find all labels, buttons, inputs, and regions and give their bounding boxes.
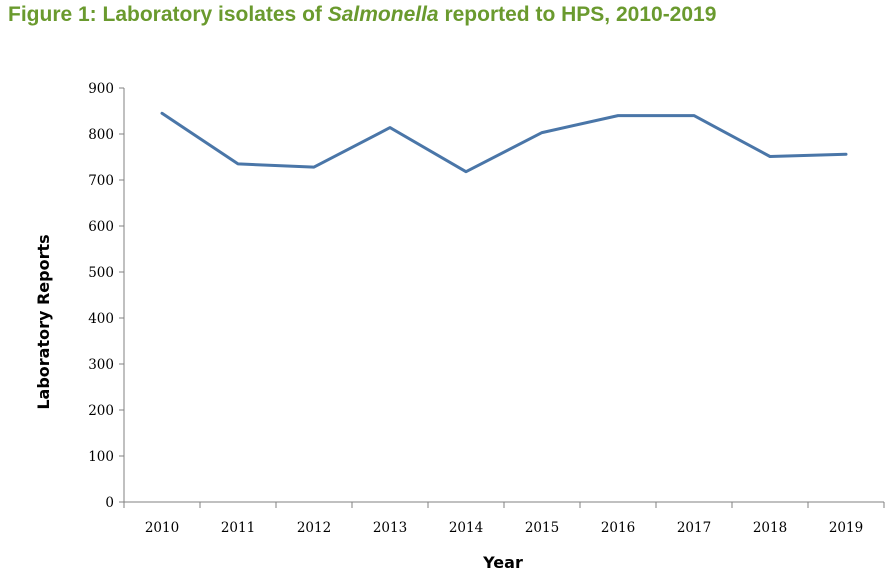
y-tick-label: 400 <box>88 311 114 327</box>
x-tick-label: 2015 <box>525 520 559 536</box>
y-tick-label: 900 <box>88 81 114 97</box>
y-tick-label: 100 <box>88 449 114 465</box>
x-tick-label: 2013 <box>373 520 407 536</box>
y-tick-label: 800 <box>88 127 114 143</box>
figure-title-italic: Salmonella <box>327 3 439 26</box>
x-tick-label: 2018 <box>753 520 787 536</box>
x-tick-label: 2017 <box>677 520 711 536</box>
x-axis: 2010 2011 2012 2013 2014 2015 2016 2017 2018 2019 <box>123 501 885 536</box>
series <box>160 111 848 174</box>
x-tick-label: 2016 <box>601 520 635 536</box>
y-tick-label: 300 <box>88 357 114 373</box>
y-axis: 0 100 200 300 400 500 600 700 800 900 <box>88 81 125 511</box>
y-tick-label: 600 <box>88 219 114 235</box>
y-tick-label: 200 <box>88 403 114 419</box>
x-tick-label: 2011 <box>221 520 255 536</box>
x-axis-title: Year <box>482 553 523 572</box>
x-tick-label: 2010 <box>145 520 179 536</box>
y-axis-title: Laboratory Reports <box>34 234 53 409</box>
series-line <box>160 111 848 174</box>
x-tick-label: 2019 <box>829 520 863 536</box>
figure-title: Figure 1: Laboratory isolates of Salmone… <box>8 3 716 27</box>
x-tick-label: 2014 <box>449 520 483 536</box>
figure-title-suffix: reported to HPS, 2010-2019 <box>438 3 717 26</box>
x-tick-label: 2012 <box>297 520 331 536</box>
y-tick-label: 700 <box>88 173 114 189</box>
y-tick-label: 500 <box>88 265 114 281</box>
y-tick-label: 0 <box>105 495 114 511</box>
figure-title-prefix: Figure 1: Laboratory isolates of <box>8 3 328 26</box>
